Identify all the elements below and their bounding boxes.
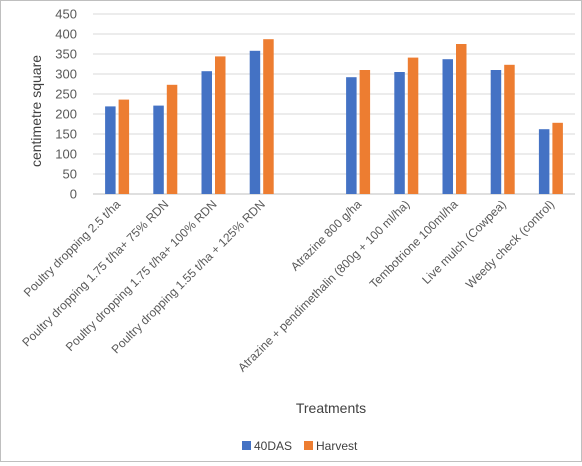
legend-label-40das: 40DAS [254, 439, 292, 453]
bar-40das-5 [346, 77, 357, 194]
bars [105, 39, 563, 195]
y-tick-label: 350 [55, 47, 77, 62]
y-tick-label: 250 [55, 87, 77, 102]
legend-swatch-harvest [304, 441, 313, 450]
gridlines [93, 13, 575, 195]
bar-harvest-0 [118, 99, 130, 194]
bar-40das-2 [201, 71, 212, 194]
bar-harvest-1 [166, 84, 178, 194]
bar-40das-6 [394, 72, 405, 194]
bar-40das-9 [538, 129, 550, 194]
bar-harvest-9 [552, 122, 563, 194]
bar-harvest-5 [359, 70, 371, 194]
y-tick-label: 400 [55, 27, 77, 42]
category-label: Weedy check (control) [463, 197, 557, 291]
y-tick-label: 300 [55, 67, 77, 82]
bar-40das-0 [105, 106, 116, 194]
bar-harvest-2 [215, 56, 226, 195]
y-tick-label: 450 [55, 7, 77, 22]
category-label: Atrazine + pendimethalin (800g + 100 ml/… [235, 197, 412, 374]
y-tick-label: 0 [70, 187, 77, 202]
y-tick-label: 150 [55, 127, 77, 142]
bar-harvest-7 [456, 44, 467, 194]
y-axis-title: centimetre square [28, 55, 44, 167]
category-label: Live mulch (Cowpea) [419, 197, 509, 287]
bar-harvest-6 [407, 57, 419, 194]
bar-40das-1 [153, 105, 164, 194]
bar-40das-7 [442, 59, 453, 195]
bar-40das-3 [249, 50, 261, 194]
bar-harvest-3 [263, 39, 274, 195]
bar-40das-8 [490, 70, 502, 194]
y-tick-labels: 0 50 100 150 200 250 300 350 400 450 [55, 7, 77, 202]
category-label: Poultry dropping 2.5 t/ha [21, 197, 124, 300]
bar-harvest-8 [504, 64, 515, 194]
legend-swatch-40das [242, 441, 251, 450]
y-tick-label: 50 [63, 167, 77, 182]
y-tick-label: 200 [55, 107, 77, 122]
y-tick-label: 100 [55, 147, 77, 162]
x-axis-title: Treatments [296, 400, 366, 416]
legend: 40DAS Harvest [242, 439, 358, 453]
legend-label-harvest: Harvest [316, 439, 358, 453]
category-label: Tembotrione 100ml/ha [367, 197, 461, 291]
